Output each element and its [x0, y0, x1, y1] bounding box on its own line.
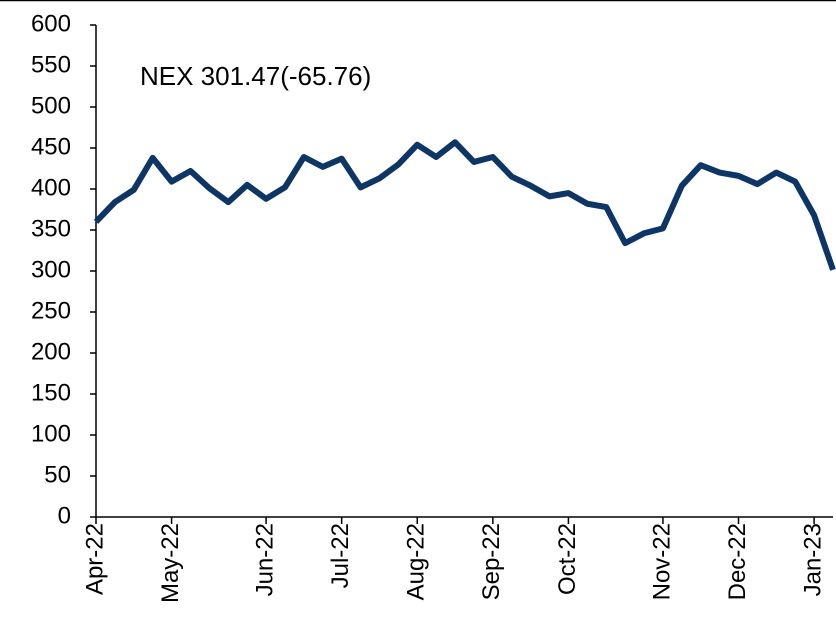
- x-tick-label: Apr-22: [81, 523, 108, 595]
- y-tick-label: 550: [31, 51, 71, 78]
- y-tick-label: 400: [31, 174, 71, 201]
- y-tick-label: 150: [31, 379, 71, 406]
- y-tick-label: 50: [44, 461, 71, 488]
- x-tick-label: Jan-23: [799, 523, 826, 596]
- x-tick-label: Dec-22: [724, 523, 751, 600]
- annotation: NEX 301.47(-65.76): [140, 61, 371, 91]
- x-tick-label: Oct-22: [554, 523, 581, 595]
- y-tick-label: 350: [31, 215, 71, 242]
- x-tick-label: Nov-22: [648, 523, 675, 600]
- y-tick-label: 100: [31, 420, 71, 447]
- x-tick-label: Jul-22: [327, 523, 354, 588]
- y-tick-label: 200: [31, 338, 71, 365]
- line-series: [93, 139, 836, 271]
- y-tick-label: 300: [31, 256, 71, 283]
- x-tick-label: Aug-22: [403, 523, 430, 600]
- y-tick-label: 450: [31, 133, 71, 160]
- y-tick-label: 600: [31, 10, 71, 37]
- y-tick-label: 0: [58, 502, 71, 529]
- x-tick-label: Sep-22: [478, 523, 505, 600]
- x-tick-label: Jun-22: [251, 523, 278, 596]
- y-tick-label: 250: [31, 297, 71, 324]
- y-tick-label: 500: [31, 92, 71, 119]
- x-tick-label: May-22: [157, 523, 184, 603]
